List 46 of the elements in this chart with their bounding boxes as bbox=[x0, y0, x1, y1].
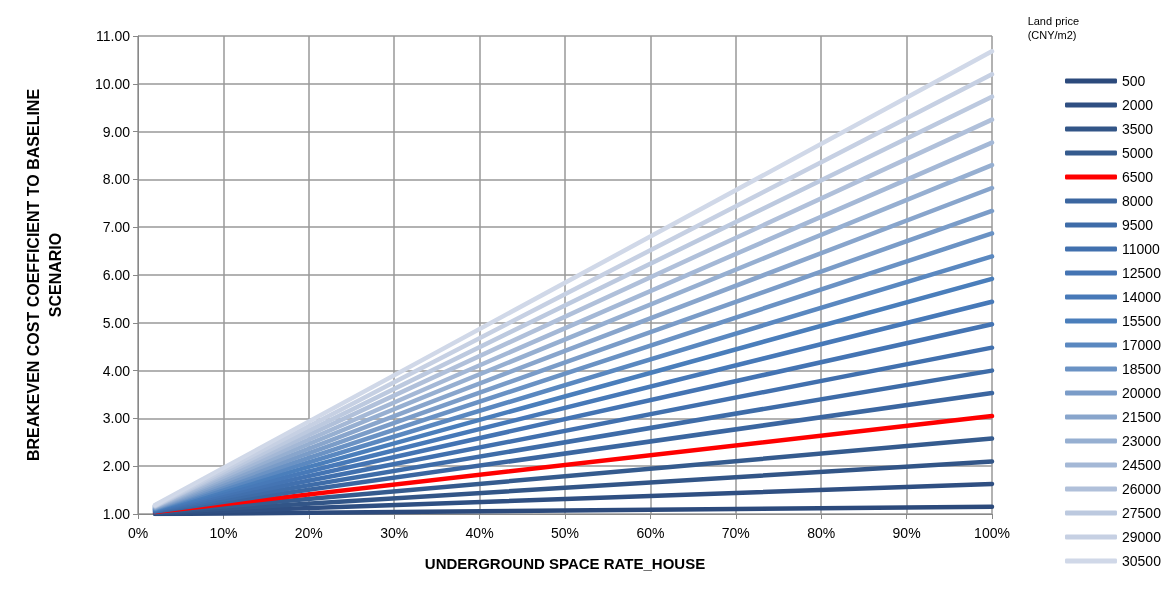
legend-label: 23000 bbox=[1122, 433, 1162, 449]
legend-label: 30500 bbox=[1122, 553, 1162, 569]
legend-label: 8000 bbox=[1122, 193, 1154, 209]
legend-label: 5000 bbox=[1122, 145, 1154, 161]
x-tick-label: 20% bbox=[294, 525, 323, 541]
legend-title: Land price (CNY/m2) bbox=[1027, 15, 1080, 41]
x-tick-label: 60% bbox=[636, 525, 665, 541]
legend-label: 9500 bbox=[1122, 217, 1154, 233]
legend-label: 15500 bbox=[1122, 313, 1162, 329]
y-axis-title: BREAKEVEN COST COEFFICIENT TO BASELINE SCENARIO bbox=[24, 88, 64, 462]
legend-label: 24500 bbox=[1122, 457, 1162, 473]
x-tick-label: 90% bbox=[892, 525, 921, 541]
y-tick-label: 4.00 bbox=[102, 362, 131, 379]
legend-label: 11000 bbox=[1122, 241, 1161, 257]
y-tick-label: 2.00 bbox=[102, 458, 131, 475]
y-tick-label: 5.00 bbox=[102, 314, 131, 331]
y-tick-label: 6.00 bbox=[102, 267, 131, 283]
x-axis-title: UNDERGROUND SPACE RATE_HOUSE bbox=[424, 555, 706, 572]
legend-label: 14000 bbox=[1122, 289, 1162, 305]
x-tick-label: 0% bbox=[127, 525, 149, 541]
y-tick-label: 8.00 bbox=[102, 171, 131, 188]
y-tick-label: 3.00 bbox=[102, 410, 131, 427]
legend-label: 18500 bbox=[1122, 361, 1162, 377]
legend-label: 26000 bbox=[1122, 481, 1162, 497]
y-tick-label: 10.00 bbox=[94, 75, 131, 92]
legend-label: 17000 bbox=[1122, 337, 1162, 353]
y-tick-label: 9.00 bbox=[102, 123, 131, 140]
legend-label: 29000 bbox=[1122, 529, 1162, 545]
legend-label: 6500 bbox=[1122, 169, 1154, 185]
x-tick-label: 40% bbox=[465, 525, 494, 541]
x-tick-label: 70% bbox=[721, 525, 750, 541]
legend-label: 500 bbox=[1122, 73, 1146, 89]
legend-label: 20000 bbox=[1122, 385, 1162, 401]
x-tick-label: 30% bbox=[380, 525, 409, 541]
legend-label: 21500 bbox=[1122, 409, 1162, 425]
x-tick-label: 80% bbox=[807, 525, 836, 541]
y-tick-label: 11.00 bbox=[96, 28, 131, 44]
legend-label: 27500 bbox=[1122, 505, 1162, 521]
x-tick-label: 50% bbox=[550, 525, 580, 541]
x-tick-label: 10% bbox=[209, 525, 238, 541]
y-tick-label: 7.00 bbox=[102, 219, 131, 236]
legend-label: 2000 bbox=[1122, 97, 1154, 113]
y-tick-label: 1.00 bbox=[102, 506, 131, 522]
legend-label: 3500 bbox=[1122, 121, 1154, 137]
x-tick-label: 100% bbox=[974, 525, 1010, 541]
legend-label: 12500 bbox=[1122, 265, 1162, 281]
